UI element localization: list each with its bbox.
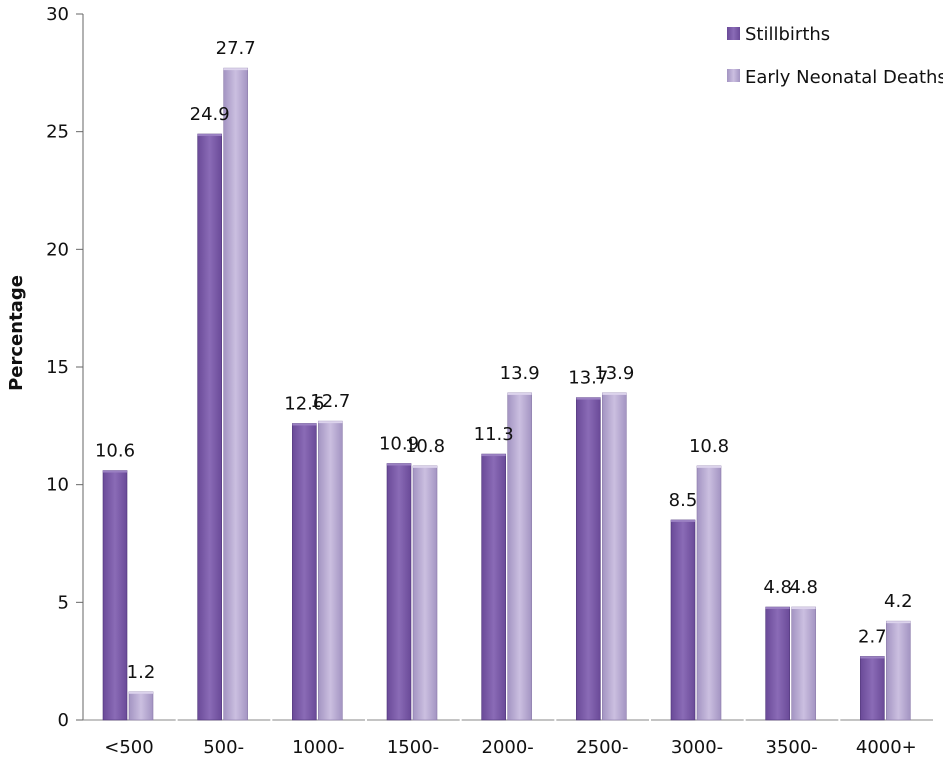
bar-top-cap: [223, 68, 248, 71]
bar-stillbirths-500: [102, 470, 128, 721]
x-tick-label-2500: 2500-: [576, 737, 628, 758]
data-label-early-neonatal-deaths-2500: 13.9: [594, 363, 634, 384]
y-tick-label: 10: [46, 475, 69, 496]
bar-top-cap: [860, 656, 885, 659]
legend: Stillbirths Early Neonatal Deaths: [727, 24, 943, 88]
data-label-early-neonatal-deaths-500: 1.2: [127, 662, 156, 683]
data-label-stillbirths-1500: 10.9: [379, 433, 419, 454]
bar-early-neonatal-deaths-2500: [602, 392, 627, 721]
bar-top-cap: [292, 423, 317, 426]
bar-stillbirths-4000: [860, 656, 885, 721]
data-label-early-neonatal-deaths-1500: 10.8: [405, 436, 445, 457]
data-label-early-neonatal-deaths-3500: 4.8: [789, 577, 818, 598]
data-label-early-neonatal-deaths-4000: 4.2: [884, 591, 913, 612]
bar-stillbirths-1500: [386, 463, 412, 721]
y-axis-title: Percentage: [6, 275, 27, 391]
bar-early-neonatal-deaths-3500: [791, 606, 816, 721]
bar-early-neonatal-deaths-3000: [696, 465, 722, 721]
data-label-stillbirths-3000: 8.5: [669, 490, 698, 511]
bar-top-cap: [602, 392, 627, 395]
x-tick-label-4000: 4000+: [856, 737, 917, 758]
bar-early-neonatal-deaths-4000: [886, 620, 911, 721]
data-label-stillbirths-3500: 4.8: [763, 577, 792, 598]
bar-early-neonatal-deaths-2000: [507, 392, 532, 721]
bar-stillbirths-500: [197, 133, 222, 721]
legend-swatch-stillbirths: [727, 27, 740, 40]
data-label-early-neonatal-deaths-1000: 12.7: [310, 391, 350, 412]
data-label-early-neonatal-deaths-2000: 13.9: [500, 363, 540, 384]
bars-group: [102, 67, 911, 721]
data-labels-group: 10.61.224.927.712.612.710.910.811.313.9 1…: [95, 38, 913, 683]
data-label-stillbirths-500: 10.6: [95, 441, 135, 462]
x-tick-label-1000: 1000-: [292, 737, 344, 758]
bar-top-cap: [413, 465, 437, 468]
bar-top-cap: [507, 392, 532, 395]
y-tick-label: 30: [46, 4, 69, 25]
legend-label-stillbirths: Stillbirths: [745, 24, 830, 45]
bar-top-cap: [387, 463, 411, 466]
x-tick-label-3000: 3000-: [671, 737, 723, 758]
y-tick-label: 25: [46, 122, 69, 143]
bar-early-neonatal-deaths-500: [128, 691, 154, 721]
x-tick-label-500: 500-: [203, 737, 244, 758]
data-label-stillbirths-1000: 12.6: [284, 393, 324, 414]
bar-stillbirths-3500: [765, 606, 790, 721]
y-tick-label: 20: [46, 239, 69, 260]
bar-top-cap: [481, 454, 506, 457]
x-tick-label-3500: 3500-: [766, 737, 818, 758]
bar-stillbirths-2000: [481, 453, 506, 721]
y-tick-label: 0: [58, 710, 69, 731]
legend-swatch-early-neonatal-deaths: [727, 69, 740, 82]
data-label-stillbirths-2000: 11.3: [474, 424, 514, 445]
bar-top-cap: [103, 470, 127, 473]
y-axis: 0 5 10 15 20 25 30: [46, 4, 84, 731]
bar-top-cap: [697, 465, 721, 468]
x-tick-label-500: <500: [104, 737, 153, 758]
data-label-stillbirths-2500: 13.7: [568, 368, 608, 389]
category-labels-group: <500 500- 1000- 1500- 2000- 2500- 3000- 3500- 40…: [104, 737, 917, 758]
legend-item-stillbirths: Stillbirths: [727, 24, 830, 45]
y-tick-label: 5: [58, 592, 69, 613]
bar-early-neonatal-deaths-1500: [412, 465, 438, 721]
y-tick-label: 15: [46, 357, 69, 378]
bar-top-cap: [197, 134, 222, 137]
data-label-early-neonatal-deaths-500: 27.7: [216, 38, 256, 59]
bar-early-neonatal-deaths-1000: [318, 420, 343, 721]
x-tick-label-2000: 2000-: [482, 737, 534, 758]
legend-item-early-neonatal-deaths: Early Neonatal Deaths: [727, 67, 943, 88]
bar-stillbirths-3000: [670, 519, 696, 721]
bar-top-cap: [576, 397, 601, 400]
y-axis-ticks: 0 5 10 15 20 25 30: [46, 4, 83, 731]
bar-top-cap: [791, 607, 816, 610]
bar-top-cap: [886, 621, 911, 624]
bar-early-neonatal-deaths-500: [223, 67, 248, 721]
bar-top-cap: [129, 691, 153, 694]
bar-stillbirths-1000: [292, 423, 317, 721]
bar-top-cap: [765, 607, 790, 610]
data-label-early-neonatal-deaths-3000: 10.8: [689, 436, 729, 457]
bar-top-cap: [318, 421, 343, 424]
data-label-stillbirths-500: 24.9: [190, 104, 230, 125]
bar-stillbirths-2500: [576, 397, 601, 721]
data-label-stillbirths-4000: 2.7: [858, 626, 887, 647]
legend-label-early-neonatal-deaths: Early Neonatal Deaths: [745, 67, 943, 88]
x-tick-label-1500: 1500-: [387, 737, 439, 758]
bar-top-cap: [671, 519, 695, 522]
